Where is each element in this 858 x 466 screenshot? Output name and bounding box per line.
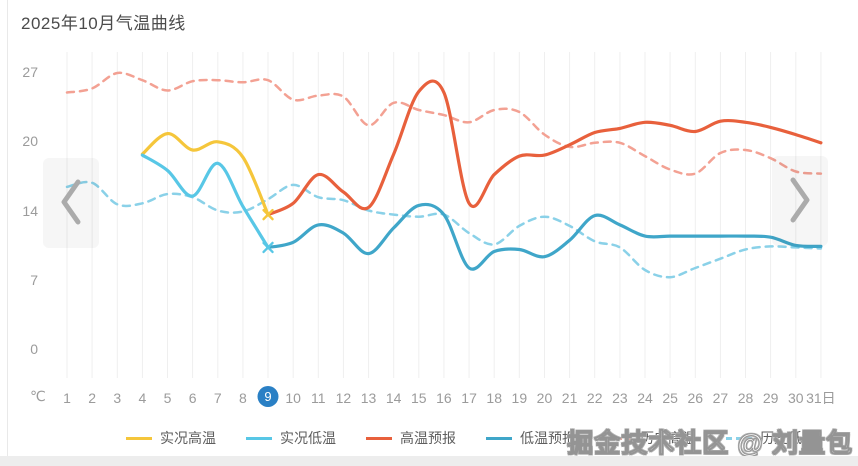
series-actual-high <box>140 132 270 217</box>
series-actual-low <box>140 153 270 249</box>
end-x-marker-actual-high <box>262 208 274 221</box>
watermark: 掘金技术社区 @ 刘量包 <box>567 428 853 459</box>
x-axis-day-label: 26 <box>687 390 704 406</box>
x-axis-day-label: 19 <box>511 390 528 406</box>
chevron-left-icon <box>58 175 84 232</box>
x-axis-day-label: 17 <box>461 390 477 406</box>
page-background-strip <box>0 456 858 466</box>
x-axis-day-label: 5 <box>163 390 172 406</box>
series-forecast-low <box>266 202 823 271</box>
next-period-button[interactable] <box>772 156 828 246</box>
x-axis-day-label: 21 <box>561 390 578 406</box>
forecast-high-line-swatch <box>366 436 392 440</box>
x-axis-day-label: 20 <box>536 390 553 406</box>
y-axis-tick-label: 0 <box>30 341 38 357</box>
legend-label: 历史低温 <box>760 430 816 446</box>
x-axis-day-label: 16 <box>436 390 452 406</box>
x-axis-day-label: 10 <box>285 390 301 406</box>
x-axis-day-label: 3 <box>113 390 122 406</box>
legend-label: 高温预报 <box>400 430 456 446</box>
x-axis-day-label: 13 <box>360 390 377 406</box>
x-axis-day-label: 30 <box>787 390 804 406</box>
x-axis-day-label: 12 <box>335 390 352 406</box>
x-axis-day-label: 1 <box>63 390 71 406</box>
y-axis-tick-label: 27 <box>22 64 38 80</box>
page-edge-divider <box>7 0 8 456</box>
y-axis-tick-label: 14 <box>22 202 38 219</box>
x-axis-day-label: 23 <box>612 390 628 406</box>
forecast-low-line-swatch <box>486 436 512 440</box>
x-axis-day-label: 24 <box>637 390 653 406</box>
x-axis-day-label: 6 <box>188 390 197 406</box>
chart-title: 2025年10月气温曲线 <box>21 14 186 33</box>
legend-item-actual-high[interactable]: 实况高温 <box>126 428 216 448</box>
legend-label: 历史高温 <box>640 430 696 446</box>
legend-item-history-high[interactable]: 历史高温 <box>606 428 696 448</box>
x-axis-day-label: 27 <box>712 390 729 406</box>
legend-label: 实况低温 <box>280 430 336 446</box>
chart-legend: 实况高温 实况低温 高温预报 低温预报 历史高温 历史低温 <box>126 428 816 448</box>
x-axis-day-label: 29 <box>762 390 779 406</box>
x-axis-day-label: 28 <box>737 390 754 406</box>
end-x-marker-actual-low <box>262 241 274 254</box>
x-axis-today-badge: 9 <box>257 386 279 407</box>
x-axis-day-label: 7 <box>213 390 222 406</box>
x-axis-day-label: 15 <box>411 390 427 406</box>
x-axis-day-label: 31日 <box>806 390 836 406</box>
series-forecast-high <box>266 79 823 217</box>
x-axis-day-label: 11 <box>311 390 326 406</box>
x-axis-day-label: 8 <box>239 390 247 406</box>
x-axis-day-label: 18 <box>486 390 502 406</box>
x-axis-day-label: 25 <box>662 390 678 406</box>
y-axis-tick-label: 20 <box>22 133 38 150</box>
prev-period-button[interactable] <box>43 158 99 248</box>
x-axis-day-label: 2 <box>88 390 97 406</box>
legend-label: 低温预报 <box>520 430 576 446</box>
x-axis-day-label: 22 <box>586 390 603 406</box>
y-axis-unit-label: ℃ <box>30 388 46 404</box>
x-axis-day-label: 4 <box>138 390 147 406</box>
legend-item-forecast-low[interactable]: 低温预报 <box>486 428 576 448</box>
legend-item-forecast-high[interactable]: 高温预报 <box>366 428 456 448</box>
legend-label: 实况高温 <box>160 430 216 446</box>
y-axis-tick-label: 7 <box>30 271 38 288</box>
legend-item-actual-low[interactable]: 实况低温 <box>246 428 336 448</box>
legend-item-history-low[interactable]: 历史低温 <box>726 428 816 448</box>
x-axis-day-label: 14 <box>385 390 402 406</box>
history-high-line-swatch <box>606 436 632 440</box>
actual-high-line-swatch <box>126 436 152 440</box>
chevron-right-icon <box>787 173 813 230</box>
series-history-high <box>65 71 823 176</box>
history-low-line-swatch <box>726 436 752 440</box>
actual-low-line-swatch <box>246 436 272 440</box>
